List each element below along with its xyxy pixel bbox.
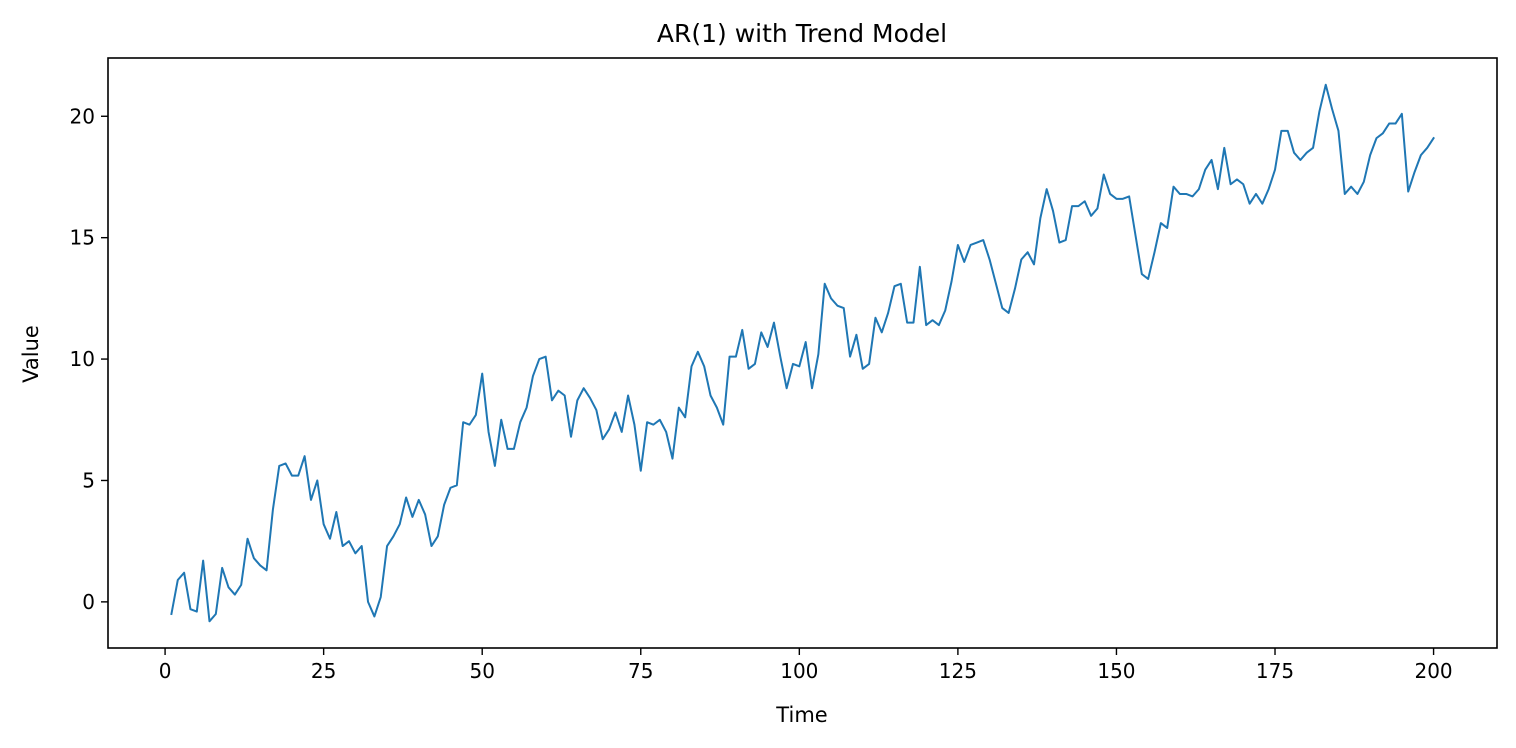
x-tick-label: 125 <box>939 659 977 683</box>
x-axis-label: Time <box>775 703 827 727</box>
y-tick-label: 15 <box>70 226 95 250</box>
plot-area-frame <box>107 57 1498 649</box>
x-tick-label: 50 <box>469 659 494 683</box>
y-tick-label: 20 <box>70 104 95 128</box>
chart-title: AR(1) with Trend Model <box>657 19 947 48</box>
x-tick-label: 200 <box>1414 659 1452 683</box>
x-tick-label: 25 <box>311 659 336 683</box>
x-tick-label: 75 <box>628 659 653 683</box>
x-tick-label: 0 <box>159 659 172 683</box>
y-tick-label: 5 <box>82 468 95 492</box>
y-axis-label: Value <box>19 325 43 383</box>
y-tick-label: 10 <box>70 347 95 371</box>
x-tick-label: 175 <box>1256 659 1294 683</box>
plot-marks: 0 25 50 75 100 125 150 175 200 0 5 10 15 20 <box>70 83 1453 683</box>
x-tick-label: 100 <box>780 659 818 683</box>
x-tick-label: 150 <box>1097 659 1135 683</box>
y-tick-label: 0 <box>82 590 95 614</box>
series-line-0 <box>170 83 1435 623</box>
